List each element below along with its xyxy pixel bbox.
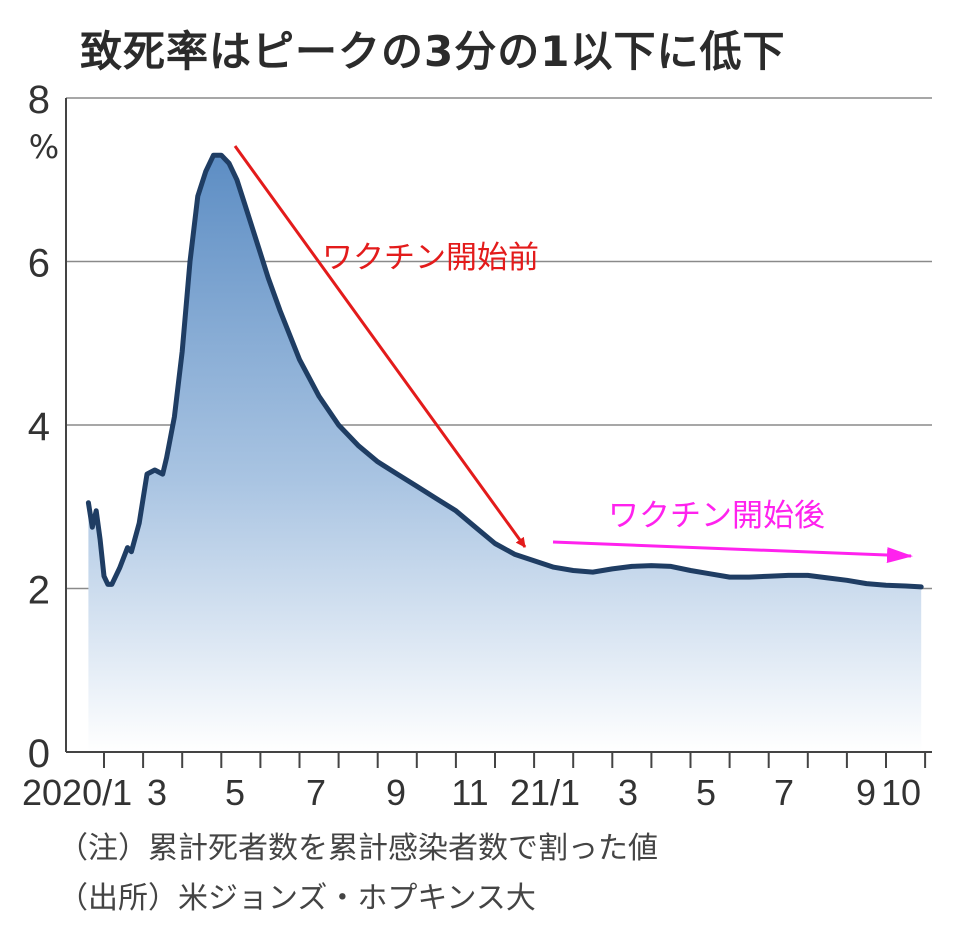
x-tick-label: 5 <box>225 772 245 813</box>
annotation-after-vaccine: ワクチン開始後 <box>608 498 825 534</box>
x-tick-label: 11 <box>451 772 488 813</box>
chart-title: 致死率はピークの3分の1以下に低下 <box>80 27 786 76</box>
y-tick-label: 8 <box>28 78 50 122</box>
arrow-after-vaccine <box>552 540 913 564</box>
y-tick-label: 4 <box>28 405 50 449</box>
y-tick-label: 6 <box>28 242 50 286</box>
x-tick-label: 7 <box>306 772 326 813</box>
y-unit-label: % <box>29 128 59 166</box>
x-tick-label: 9 <box>856 772 876 813</box>
x-tick-label: 10 <box>881 772 921 813</box>
x-tick-label: 9 <box>386 772 406 813</box>
area-fill <box>88 155 922 752</box>
x-tick-labels: 2020/1 3 5 7 9 11 21/1 3 5 7 9 10 <box>22 752 927 813</box>
footnote-note: （注）累計死者数を累計感染者数で割った値 <box>58 831 658 866</box>
annotation-before-vaccine: ワクチン開始前 <box>322 240 539 276</box>
series-line <box>85 152 924 590</box>
x-tick-label: 5 <box>696 772 716 813</box>
y-tick-label: 0 <box>28 732 50 776</box>
y-tick-labels: 0 2 4 6 8% <box>28 78 59 776</box>
x-tick-label: 2020/1 <box>22 772 132 813</box>
arrow-before-vaccine <box>233 145 527 548</box>
axes <box>65 98 932 753</box>
x-tick-label: 21/1 <box>510 772 580 813</box>
y-tick-label: 2 <box>28 569 50 613</box>
x-tick-label: 3 <box>618 772 638 813</box>
x-tick-label: 3 <box>147 772 167 813</box>
x-tick-label: 7 <box>774 772 794 813</box>
footnote-source: （出所）米ジョンズ・ホプキンス大 <box>58 881 536 916</box>
